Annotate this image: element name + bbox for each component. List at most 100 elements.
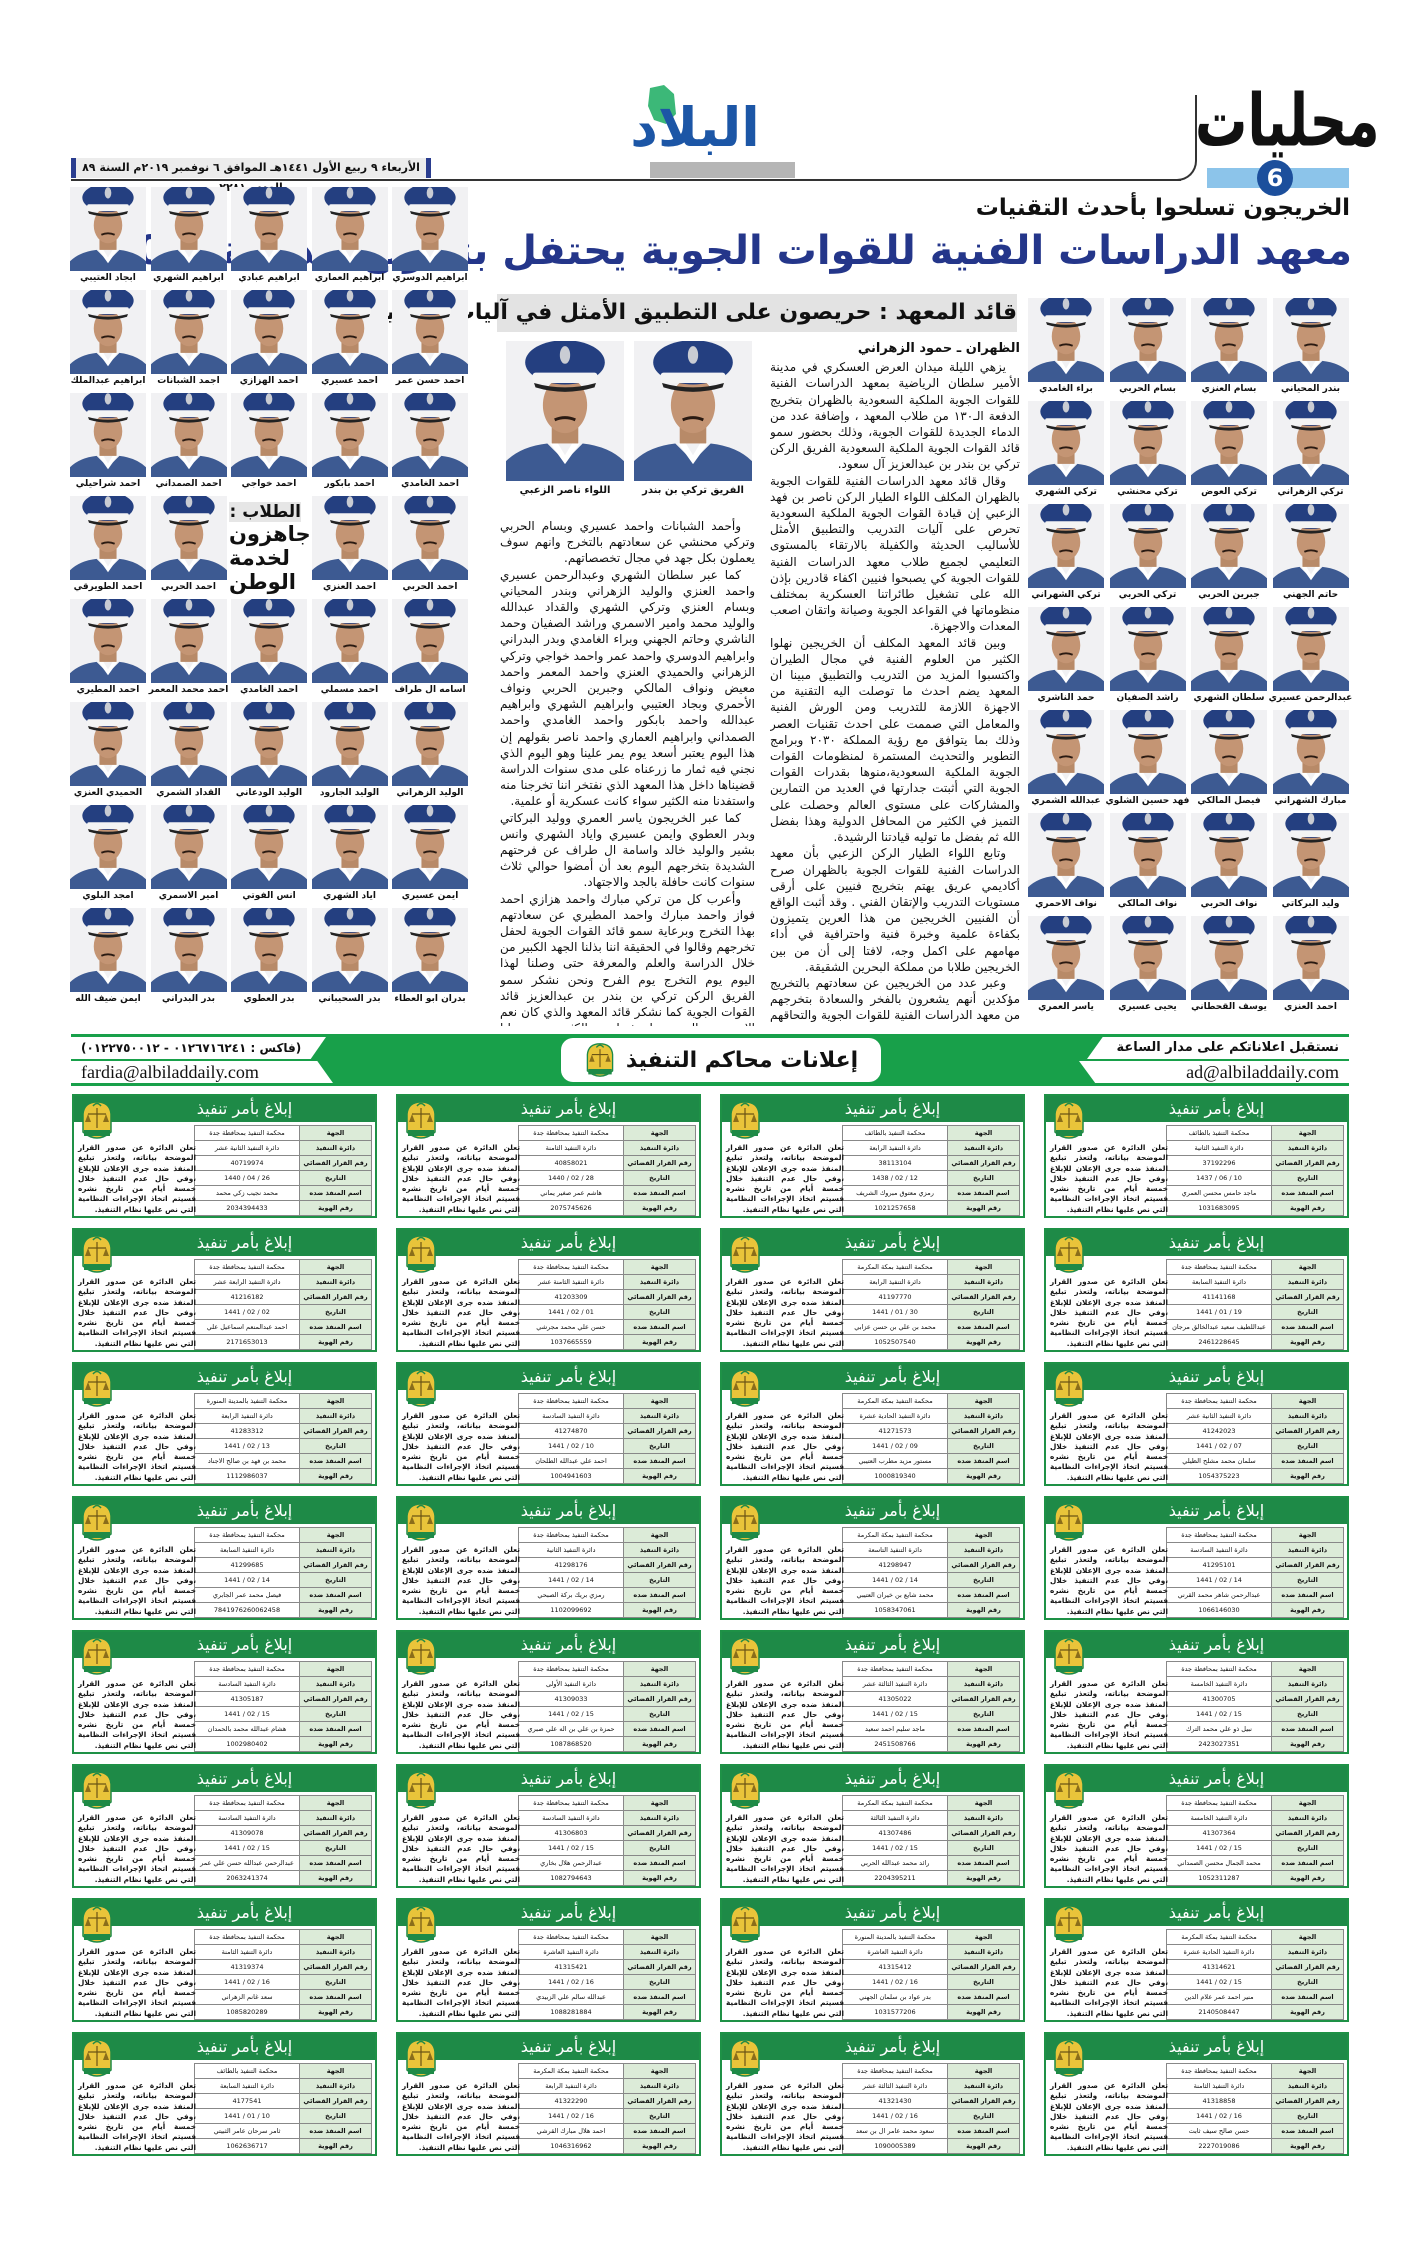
graduate-photo-card: احمد الغامدي <box>229 599 309 702</box>
notice-label: رقم القرار القضائي <box>947 1155 1020 1171</box>
notice-label: التاريخ <box>1271 1304 1344 1320</box>
notice-label: الجهة <box>299 2063 372 2079</box>
notice-row: التاريخ 14 / 02 / 1441 <box>518 1572 696 1588</box>
notice-label: رقم الهوية <box>947 1200 1020 1216</box>
notice-row: رقم الهوية 1090005389 <box>842 2138 1020 2154</box>
notice-label: رقم القرار القضائي <box>1271 1423 1344 1439</box>
notice-label: رقم القرار القضائي <box>299 1557 372 1573</box>
graduate-photo-card: يوسف القحطاني <box>1189 916 1270 1019</box>
header-divider <box>71 179 1181 181</box>
notice-label: دائرة التنفيذ <box>1271 1140 1344 1156</box>
notice-value: 1037665559 <box>518 1334 624 1350</box>
notice-value: بدر عواد بن سلمان الجهني <box>842 1989 948 2005</box>
banner-tagline: نستقبل اعلاناتكم على مدار الساعة <box>1087 1037 1349 1059</box>
graduate-name: وليد البركاتي <box>1281 899 1340 909</box>
notice-label: دائرة التنفيذ <box>299 2078 372 2094</box>
notice-row: التاريخ 16 / 02 / 1441 <box>194 1974 372 1990</box>
notice-value: محكمة التنفيذ بمحافظة جدة <box>842 2063 948 2079</box>
notice-row: اسم المنفذ ضده سلمان محمد مشلح الظيلي <box>1166 1453 1344 1469</box>
graduate-photo-card: الحميدي العنزي <box>68 702 148 805</box>
notice-label: رقم الهوية <box>947 1334 1020 1350</box>
notice-value: محكمة التنفيذ بالطائف <box>1166 1125 1272 1141</box>
graduate-photo-card: احمد العنزي <box>1270 916 1351 1019</box>
notice-row: رقم القرار القضائي 37192296 <box>1166 1155 1344 1171</box>
graduate-photo <box>150 908 227 992</box>
court-emblem-icon <box>82 1503 112 1541</box>
notice-value: دائرة التنفيذ الخامسة <box>1166 1810 1272 1826</box>
graduate-photo <box>231 187 307 271</box>
notice-row: رقم القرار القضائي 41306803 <box>518 1825 696 1841</box>
notice-row: رقم الهوية 1004941603 <box>518 1468 696 1484</box>
notice-value: دائرة التنفيذ الثالثة <box>842 1810 948 1826</box>
graduate-photo-card: القداد الشمري <box>149 702 229 805</box>
notice-label: التاريخ <box>1271 2108 1344 2124</box>
graduate-photo-card: ابراهيم الدوسري <box>390 187 470 290</box>
execution-notice: إبلاغ بأمر تنفيذ الجهة محكمة التنفيذ بمحاف… <box>720 2032 1025 2156</box>
notice-row: الجهة محكمة التنفيذ بمحافظة جدة <box>1166 2063 1344 2079</box>
graduate-photo-card: عبدالله الشمري <box>1026 710 1107 813</box>
notice-row: رقم الهوية 1085820289 <box>194 2004 372 2020</box>
notice-value: محكمة التنفيذ بالطائف <box>842 1125 948 1141</box>
notice-label: اسم المنفذ ضده <box>947 1721 1020 1737</box>
notice-label: اسم المنفذ ضده <box>623 2123 696 2139</box>
notice-title: إبلاغ بأمر تنفيذ <box>398 1900 699 1926</box>
graduate-name: فيصل المالكي <box>1197 796 1261 806</box>
notice-value: حسن صالح سيف ثابت <box>1166 2123 1272 2139</box>
notice-value: 4177541 <box>194 2093 300 2109</box>
notice-label: اسم المنفذ ضده <box>623 1185 696 1201</box>
notice-label: رقم الهوية <box>1271 1602 1344 1618</box>
notice-label: اسم المنفذ ضده <box>947 1855 1020 1871</box>
notice-label: التاريخ <box>947 1840 1020 1856</box>
notice-body: تعلن الدائرة عن صدور القرار الموضحة بيان… <box>78 1947 196 2018</box>
notice-row: التاريخ 15 / 02 / 1441 <box>518 1840 696 1856</box>
notice-row: رقم القرار القضائي 41314621 <box>1166 1959 1344 1975</box>
notice-row: رقم الهوية 2063241374 <box>194 1870 372 1886</box>
notice-title: إبلاغ بأمر تنفيذ <box>74 1632 375 1658</box>
court-emblem-icon <box>406 1235 436 1273</box>
notice-row: التاريخ 12 / 02 / 1438 <box>842 1170 1020 1186</box>
execution-notice: إبلاغ بأمر تنفيذ الجهة محكمة التنفيذ بمحاف… <box>72 1228 377 1352</box>
graduate-photo <box>70 187 146 271</box>
article-subheadline: قائد المعهد : حريصون على التطبيق الأمثل … <box>363 294 1017 332</box>
court-emblem-icon <box>82 1101 112 1139</box>
notice-value: دائرة التنفيذ الأولى <box>518 1676 624 1692</box>
graduate-name: احمد العنزي <box>323 582 377 592</box>
notice-label: التاريخ <box>1271 1974 1344 1990</box>
notice-label: اسم المنفذ ضده <box>299 1855 372 1871</box>
notice-row: الجهة محكمة التنفيذ بالمدينة المنورة <box>842 1929 1020 1945</box>
banner-email-fardia[interactable]: fardia@albiladdaily.com <box>71 1061 333 1083</box>
notice-label: دائرة التنفيذ <box>623 1274 696 1290</box>
notice-row: رقم الهوية 1054375223 <box>1166 1468 1344 1484</box>
notice-row: دائرة التنفيذ دائرة التنفيذ الثانية عشر <box>194 1140 372 1156</box>
graduate-photo-card: ابجاد العتيبي <box>68 187 148 290</box>
notice-label: رقم القرار القضائي <box>299 1691 372 1707</box>
notice-label: دائرة التنفيذ <box>299 1542 372 1558</box>
notice-row: رقم الهوية 2140508447 <box>1166 2004 1344 2020</box>
notice-value: دائرة التنفيذ السادسة <box>1166 1542 1272 1558</box>
graduate-photo <box>70 290 146 374</box>
notice-label: اسم المنفذ ضده <box>1271 1721 1344 1737</box>
notice-row: اسم المنفذ ضده احمد عبدالمنعم اسماعيل علي <box>194 1319 372 1335</box>
graduate-photo-card: وليد البركاتي <box>1270 813 1351 916</box>
graduate-name: راشد الصفيان <box>1116 693 1179 703</box>
graduate-photo <box>311 599 388 683</box>
notice-row: اسم المنفذ ضده رمزي معتوق مبروك الشريف <box>842 1185 1020 1201</box>
notice-value: 1054375223 <box>1166 1468 1272 1484</box>
notice-value: محكمة التنفيذ بمحافظة جدة <box>518 1259 624 1275</box>
notice-value: عبداللطيف سعيد عبدالخالق مرجان <box>1166 1319 1272 1335</box>
graduate-photo-card: ابراهيم العماري <box>310 187 390 290</box>
notice-body: تعلن الدائرة عن صدور القرار الموضحة بيان… <box>78 1411 196 1482</box>
graduate-photo <box>1191 504 1267 588</box>
court-emblem-icon <box>1054 1905 1084 1943</box>
notice-label: دائرة التنفيذ <box>1271 1944 1344 1960</box>
notice-row: رقم القرار القضائي 41309033 <box>518 1691 696 1707</box>
notice-label: دائرة التنفيذ <box>299 1408 372 1424</box>
court-emblem-icon <box>406 1503 436 1541</box>
notice-value: محكمة التنفيذ بالطائف <box>194 2063 300 2079</box>
notice-row: الجهة محكمة التنفيذ بمحافظة جدة <box>194 1795 372 1811</box>
banner-email-ads[interactable]: ad@albiladdaily.com <box>1079 1061 1349 1083</box>
graduate-photo-card: احمد محمد المعمر <box>149 599 229 702</box>
graduate-name: بندر المحياني <box>1280 384 1341 394</box>
execution-notice: إبلاغ بأمر تنفيذ الجهة محكمة التنفيذ بمحاف… <box>396 1898 701 2022</box>
notice-label: رقم القرار القضائي <box>1271 1959 1344 1975</box>
